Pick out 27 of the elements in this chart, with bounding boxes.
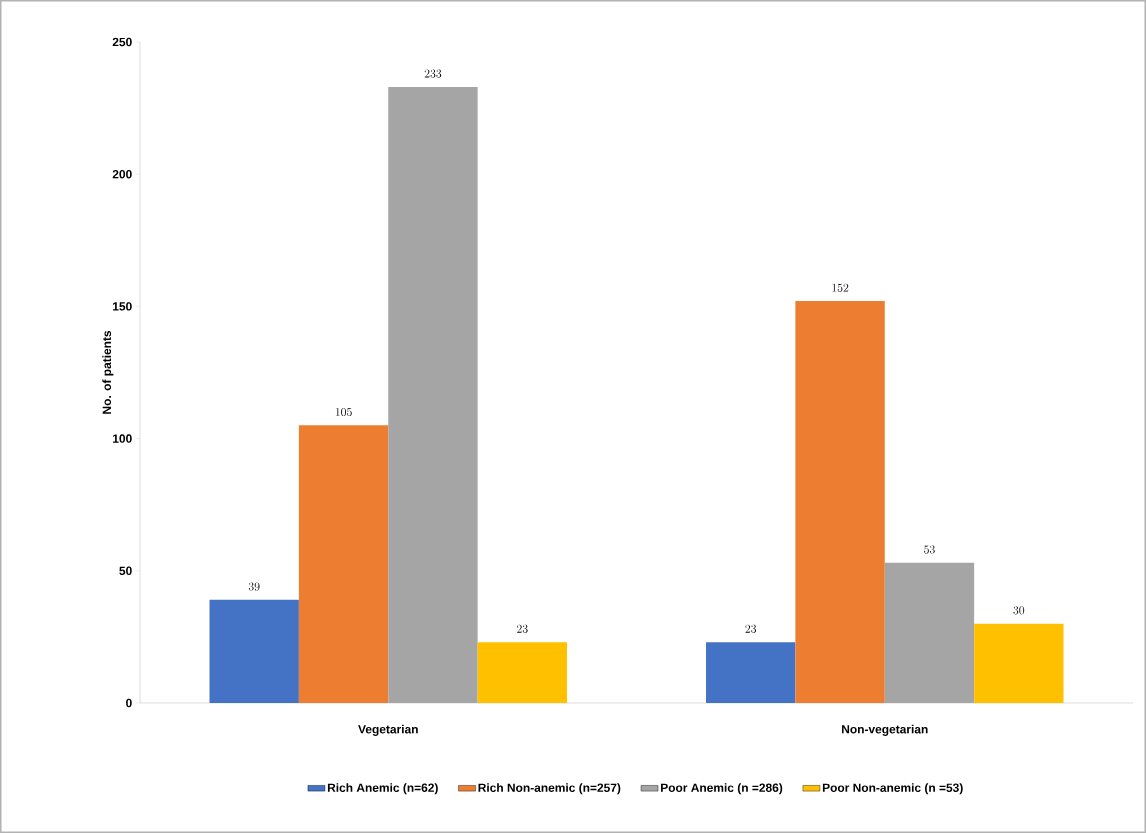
data-label: 23 — [517, 624, 528, 633]
data-label: 53 — [924, 545, 935, 554]
bar — [209, 599, 299, 703]
y-tick-label: 50 — [119, 566, 132, 576]
y-tick-label: 100 — [113, 434, 132, 443]
data-label: 233 — [424, 69, 442, 78]
bar — [706, 642, 796, 703]
y-tick-label: 250 — [112, 37, 132, 47]
x-tick-label: Non-vegetarian — [842, 724, 928, 736]
y-tick-label: 150 — [113, 302, 132, 311]
data-label: 30 — [1013, 606, 1025, 615]
bar — [298, 425, 389, 703]
bar — [477, 642, 567, 703]
data-label: 152 — [832, 283, 849, 292]
y-tick-label: 0 — [126, 698, 132, 708]
data-label: 39 — [248, 582, 260, 591]
legend-label: Poor Anemic (n =286) — [661, 783, 783, 795]
data-label: 105 — [335, 407, 352, 417]
x-tick-label: Vegetarian — [358, 724, 418, 736]
y-axis-title: No. of patients — [102, 330, 114, 414]
data-label: 23 — [745, 624, 757, 633]
bar — [795, 301, 885, 703]
bar — [974, 623, 1064, 703]
legend-label: Rich Non-anemic (n=257) — [478, 783, 621, 795]
y-tick-label: 200 — [112, 169, 132, 179]
legend-label: Rich Anemic (n=62) — [327, 783, 438, 795]
legend-label: Poor Non-anemic (n =53) — [822, 783, 963, 795]
